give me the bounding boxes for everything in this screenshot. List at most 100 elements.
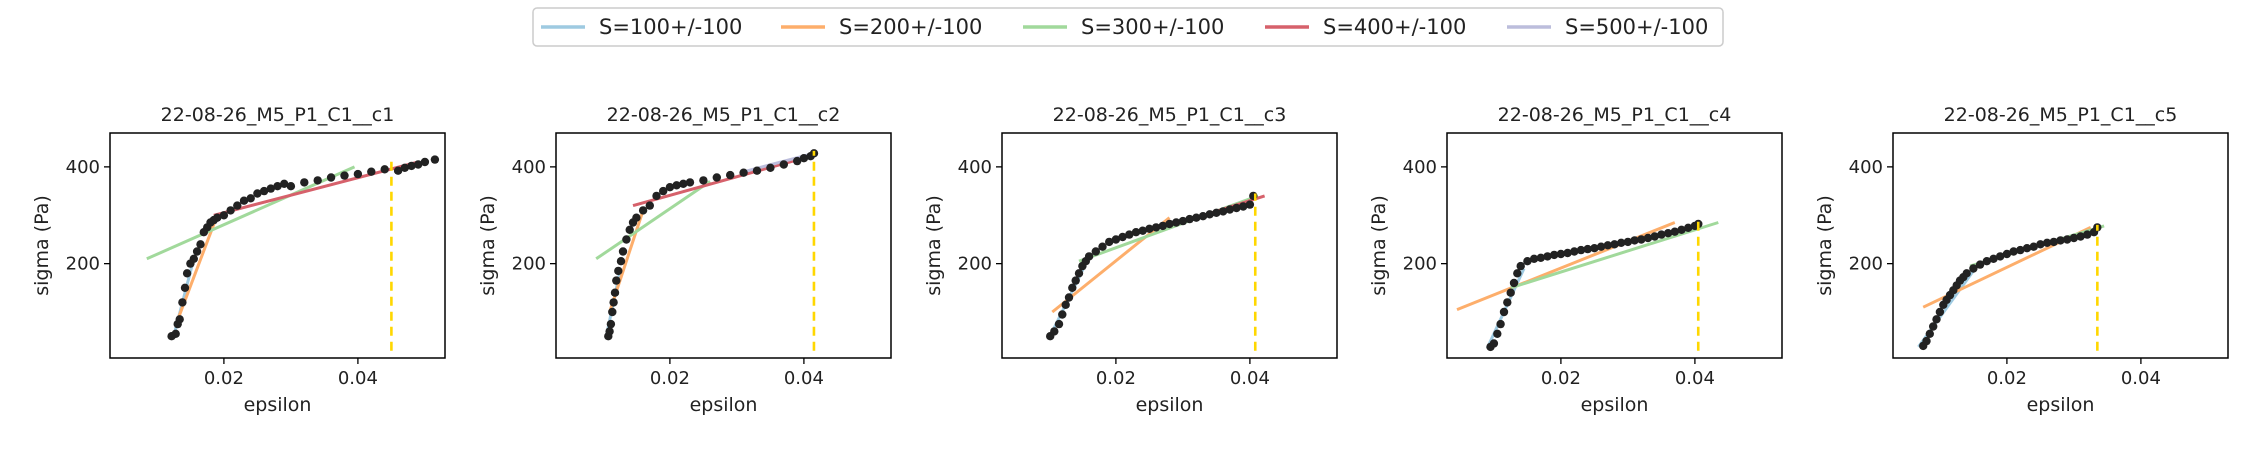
fit-line-series-3	[595, 180, 711, 261]
panel-title: 22-08-26_M5_P1_C1__c2	[607, 104, 841, 126]
plot-area	[146, 155, 440, 351]
y-axis-label: sigma (Pa)	[923, 195, 945, 296]
data-point	[1603, 241, 1613, 250]
data-point	[1962, 269, 1971, 278]
data-point	[1513, 269, 1522, 278]
data-point	[2002, 249, 2012, 259]
legend-frame	[532, 7, 1724, 47]
data-point	[1617, 238, 1626, 247]
x-tick-label: 0.04	[1675, 368, 1715, 389]
data-point	[779, 160, 788, 169]
data-point	[273, 182, 282, 191]
data-point	[625, 225, 634, 234]
data-point	[1932, 315, 1941, 324]
data-point	[638, 206, 648, 215]
x-tick-label: 0.02	[1096, 368, 1136, 389]
data-point	[280, 179, 289, 188]
data-point	[1131, 228, 1141, 237]
data-point	[605, 327, 614, 336]
data-point	[1570, 247, 1579, 256]
data-point	[612, 276, 621, 285]
data-point	[1623, 237, 1633, 247]
data-point	[414, 160, 423, 169]
data-point	[2056, 236, 2065, 245]
data-point	[1969, 264, 1978, 273]
y-tick-label: 400	[512, 157, 546, 178]
data-point	[420, 157, 430, 167]
data-point	[1071, 276, 1080, 285]
data-point	[226, 206, 235, 215]
data-point	[180, 283, 190, 292]
data-point	[1105, 237, 1114, 247]
data-point	[2069, 233, 2079, 243]
data-point	[1145, 224, 1154, 233]
data-point	[239, 196, 249, 205]
x-tick-label: 0.04	[1230, 368, 1270, 389]
data-point	[652, 191, 661, 201]
data-point	[1111, 235, 1121, 244]
data-point	[192, 247, 202, 256]
data-point	[196, 240, 205, 249]
data-point	[1054, 319, 1064, 329]
x-axis-label: epsilon	[1136, 394, 1204, 416]
data-point	[178, 298, 187, 307]
data-point	[659, 186, 668, 196]
y-axis-label: sigma (Pa)	[1814, 195, 1836, 296]
data-point	[1590, 244, 1599, 253]
panel-title: 22-08-26_M5_P1_C1__c3	[1053, 104, 1287, 126]
data-point	[1165, 219, 1174, 229]
legend-label: S=400+/-100	[1323, 15, 1466, 39]
x-axis-label: epsilon	[690, 394, 758, 416]
data-point	[712, 173, 721, 182]
plot-area	[1456, 219, 1719, 352]
data-point	[1084, 252, 1094, 261]
data-point	[2029, 242, 2038, 251]
x-axis-label: epsilon	[244, 394, 312, 416]
data-point	[1684, 223, 1693, 232]
data-point	[313, 176, 322, 185]
data-point	[233, 201, 242, 210]
data-point	[672, 181, 681, 190]
y-tick-label: 400	[1403, 157, 1437, 178]
data-point	[1576, 245, 1586, 255]
data-point	[2083, 230, 2092, 239]
data-point	[1205, 210, 1214, 219]
data-point	[1091, 247, 1101, 256]
data-point	[400, 163, 409, 172]
data-point	[367, 167, 376, 176]
data-point	[175, 315, 184, 324]
data-point	[1212, 208, 1221, 217]
data-point	[1523, 257, 1532, 266]
data-point	[1509, 278, 1519, 288]
y-tick-label: 400	[1849, 157, 1883, 178]
y-tick-label: 400	[958, 157, 992, 178]
data-point	[2022, 244, 2032, 253]
plot-area	[1917, 223, 2105, 351]
y-tick-label: 200	[66, 254, 100, 275]
data-point	[1935, 307, 1945, 317]
panel-title: 22-08-26_M5_P1_C1__c1	[161, 104, 395, 126]
data-point	[1151, 223, 1161, 232]
y-axis-label: sigma (Pa)	[1368, 195, 1390, 296]
data-point	[171, 329, 180, 338]
data-point	[407, 161, 416, 171]
data-point	[1975, 260, 1985, 269]
data-point	[1536, 253, 1546, 262]
data-point	[1064, 293, 1074, 302]
data-point	[679, 179, 688, 188]
y-tick-label: 200	[1849, 254, 1883, 275]
data-point	[665, 183, 675, 192]
legend-label: S=300+/-100	[1081, 15, 1224, 39]
data-point	[353, 169, 363, 179]
data-point	[1996, 252, 2005, 261]
data-point	[1563, 248, 1572, 258]
data-point	[2042, 238, 2052, 247]
panel-title: 22-08-26_M5_P1_C1__c5	[1944, 104, 2178, 126]
data-point	[1138, 226, 1147, 235]
data-point	[799, 154, 809, 163]
data-point	[286, 182, 296, 191]
data-point	[1643, 233, 1653, 243]
data-point	[1556, 249, 1566, 259]
y-tick-label: 200	[512, 254, 546, 275]
